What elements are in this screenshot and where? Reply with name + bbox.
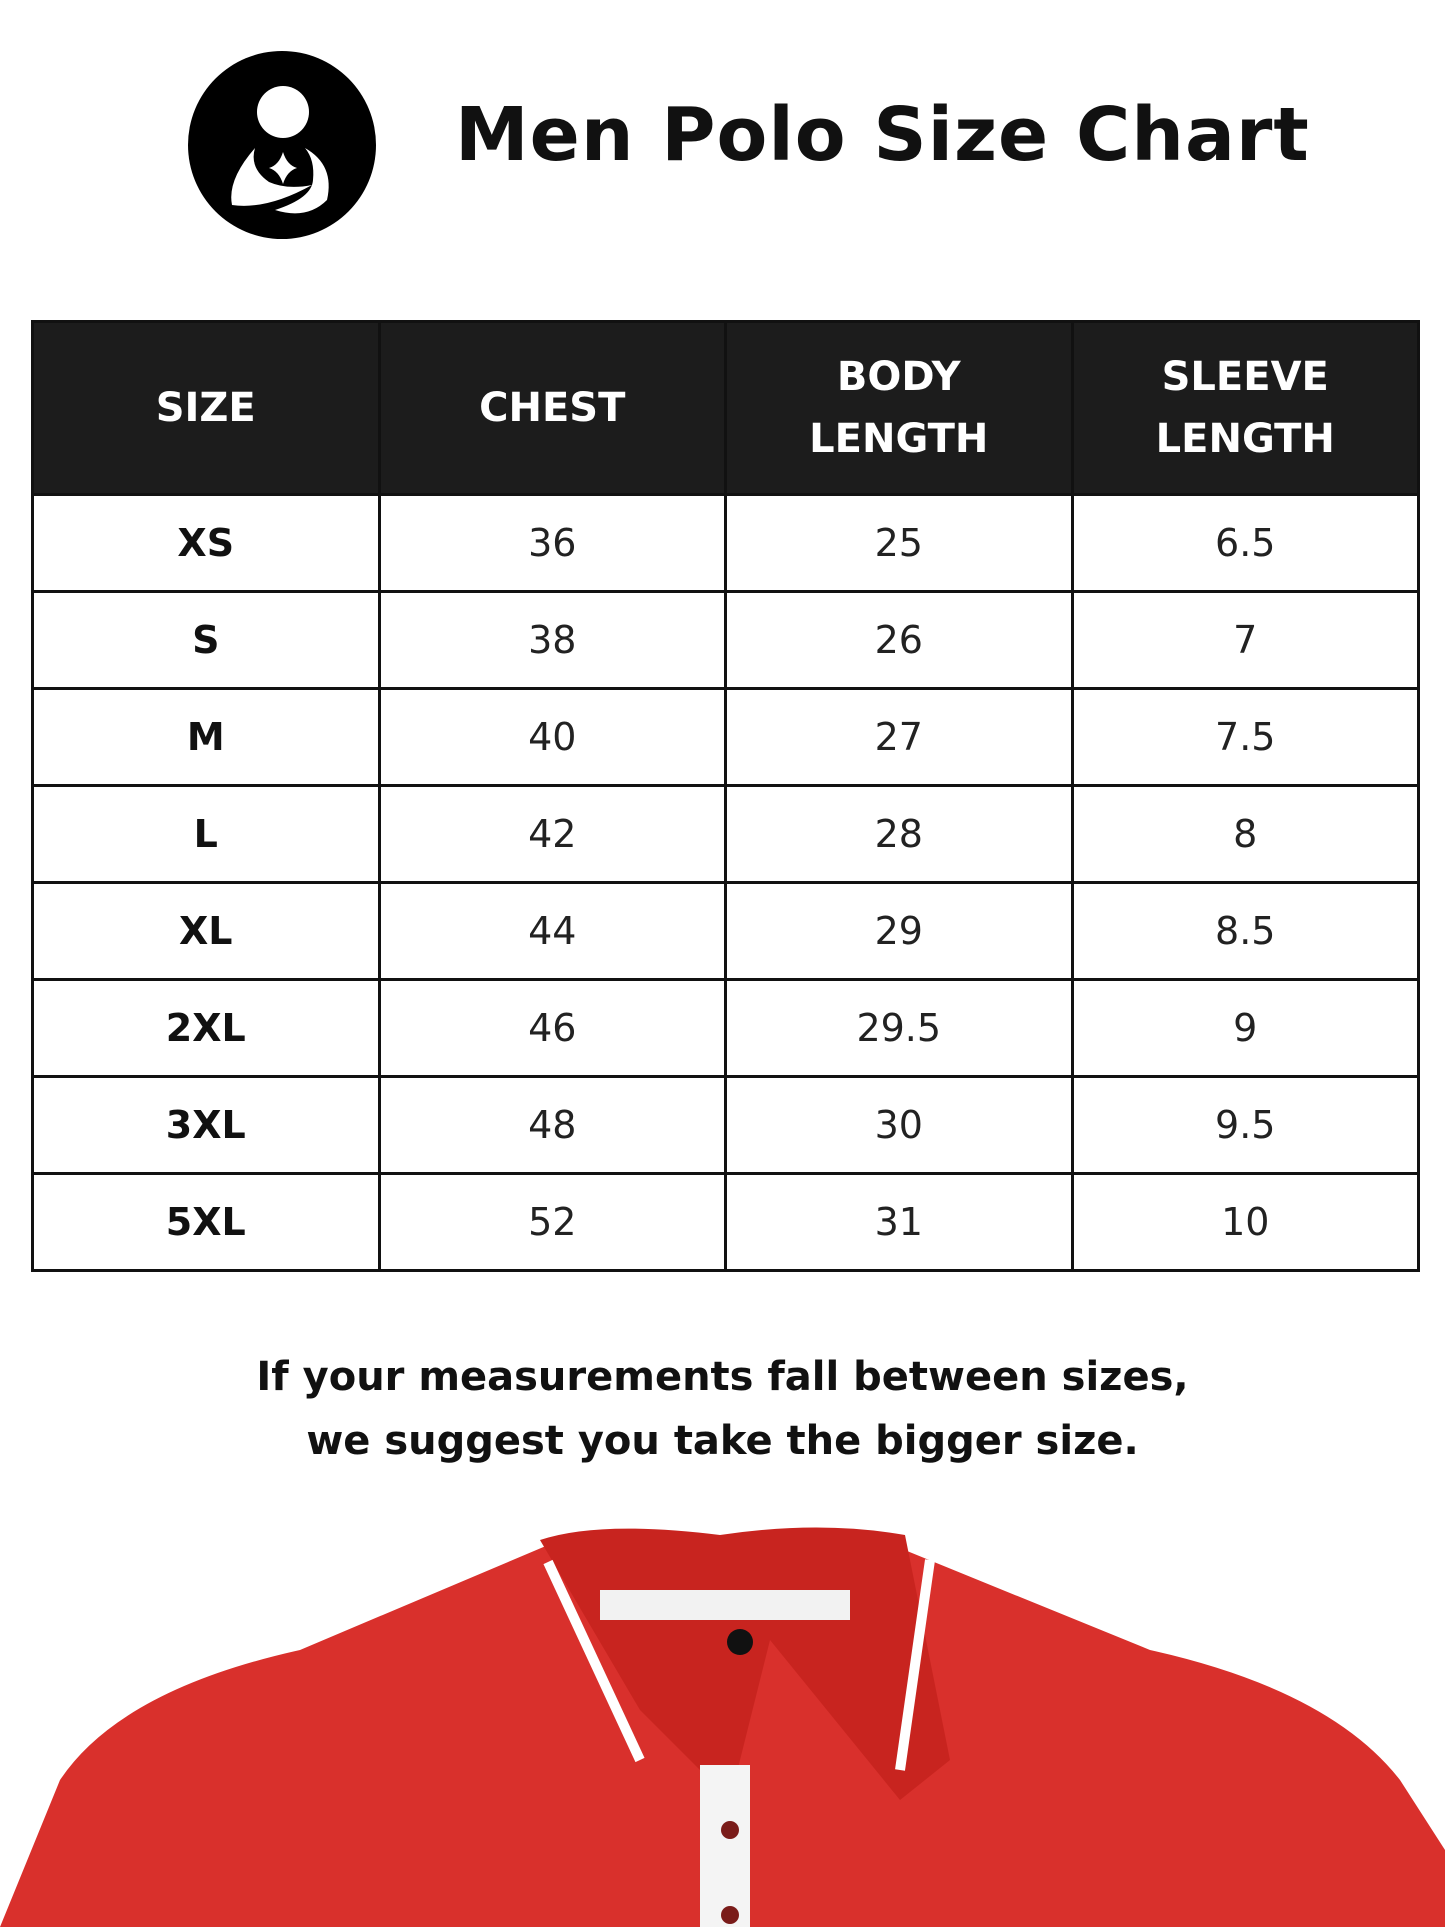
measurement-cell: 46: [377, 978, 727, 1078]
note-line: If your measurements fall between sizes,: [256, 1354, 1189, 1400]
measurement-cell: 48: [377, 1075, 727, 1175]
measurement-cell: 31: [724, 1172, 1074, 1272]
measurement-cell: 7.5: [1070, 687, 1420, 787]
table-row: 2XL 46 29.5 9: [31, 978, 1420, 1078]
measurement-cell: 10: [1070, 1172, 1420, 1272]
table-row: XL 44 29 8.5: [31, 881, 1420, 981]
measurement-cell: 8.5: [1070, 881, 1420, 981]
size-cell: 5XL: [31, 1172, 381, 1272]
table-row: XS 36 25 6.5: [31, 493, 1420, 593]
measurement-cell: 9.5: [1070, 1075, 1420, 1175]
table-row: 3XL 48 30 9.5: [31, 1075, 1420, 1175]
column-header: CHEST: [377, 320, 727, 496]
measurement-cell: 25: [724, 493, 1074, 593]
table-row: L 42 28 8: [31, 784, 1420, 884]
size-cell: 3XL: [31, 1075, 381, 1175]
table-row: M 40 27 7.5: [31, 687, 1420, 787]
polo-shirt-image: [0, 1527, 1445, 1927]
measurement-cell: 52: [377, 1172, 727, 1272]
size-cell: XS: [31, 493, 381, 593]
page-title: Men Polo Size Chart: [455, 92, 1310, 178]
measurement-cell: 6.5: [1070, 493, 1420, 593]
measurement-cell: 8: [1070, 784, 1420, 884]
measurement-cell: 28: [724, 784, 1074, 884]
size-advice-note: If your measurements fall between sizes,…: [0, 1345, 1445, 1473]
measurement-cell: 9: [1070, 978, 1420, 1078]
column-header: BODY LENGTH: [724, 320, 1074, 496]
note-line: we suggest you take the bigger size.: [306, 1418, 1139, 1464]
measurement-cell: 27: [724, 687, 1074, 787]
size-chart-table: SIZE CHEST BODY LENGTH SLEEVE LENGTH XS 3…: [31, 320, 1420, 1272]
size-cell: S: [31, 590, 381, 690]
size-cell: XL: [31, 881, 381, 981]
measurement-cell: 7: [1070, 590, 1420, 690]
size-cell: 2XL: [31, 978, 381, 1078]
measurement-cell: 38: [377, 590, 727, 690]
table-row: 5XL 52 31 10: [31, 1172, 1420, 1272]
size-cell: M: [31, 687, 381, 787]
column-header: SIZE: [31, 320, 381, 496]
size-cell: L: [31, 784, 381, 884]
measurement-cell: 36: [377, 493, 727, 593]
brand-logo-icon: [188, 51, 376, 239]
measurement-cell: 29.5: [724, 978, 1074, 1078]
column-header: SLEEVE LENGTH: [1070, 320, 1420, 496]
measurement-cell: 42: [377, 784, 727, 884]
measurement-cell: 44: [377, 881, 727, 981]
table-row: S 38 26 7: [31, 590, 1420, 690]
table-header-row: SIZE CHEST BODY LENGTH SLEEVE LENGTH: [31, 320, 1420, 496]
measurement-cell: 29: [724, 881, 1074, 981]
measurement-cell: 40: [377, 687, 727, 787]
measurement-cell: 30: [724, 1075, 1074, 1175]
measurement-cell: 26: [724, 590, 1074, 690]
